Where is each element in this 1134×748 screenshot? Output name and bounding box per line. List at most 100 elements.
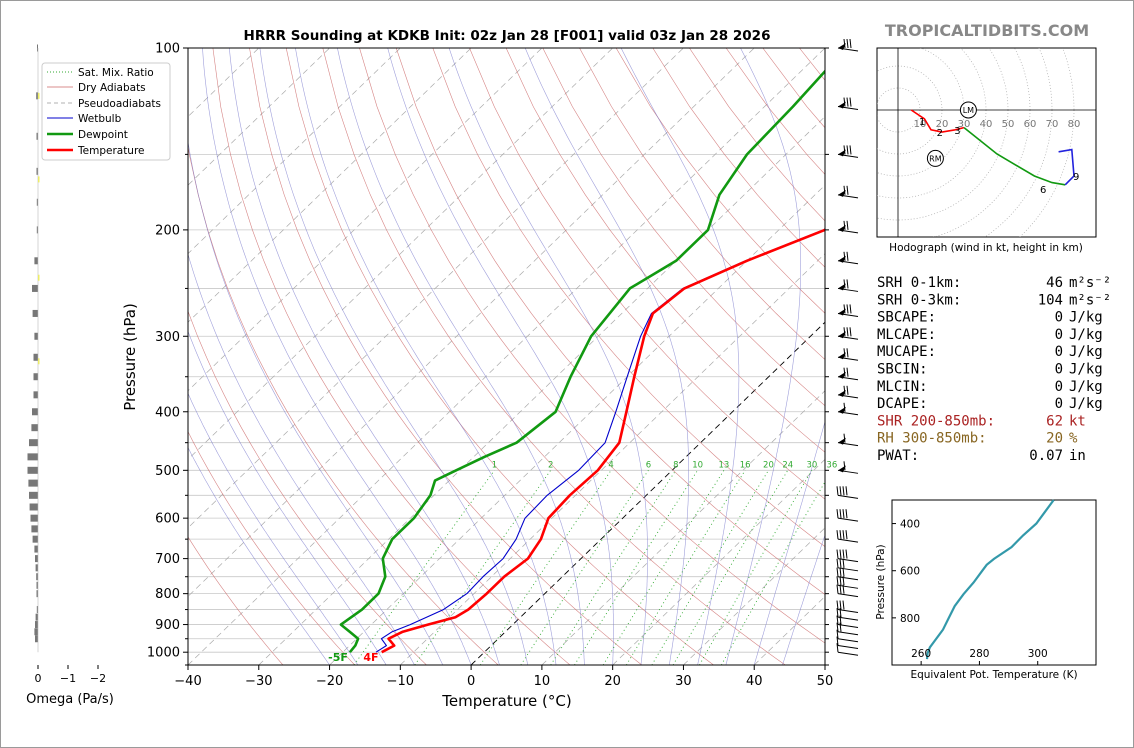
surface-temperature-label: 4F <box>363 651 378 664</box>
omega-bar <box>35 564 38 572</box>
stat-unit: J/kg <box>1069 327 1103 343</box>
wind-barb-feather <box>846 97 849 107</box>
wind-barb-shaft <box>837 651 859 656</box>
stat-unit: m²s⁻² <box>1069 292 1111 308</box>
wind-barb-flag <box>838 437 846 445</box>
wind-barb-feather <box>836 576 839 586</box>
moist-adiabat <box>524 48 689 665</box>
wind-barb-shaft <box>837 576 859 581</box>
omega-bar <box>34 628 38 636</box>
chart-title: HRRR Sounding at KDKB Init: 02z Jan 28 [… <box>244 28 771 44</box>
stat-unit: J/kg <box>1069 396 1103 412</box>
y-tick-label: 100 <box>155 42 180 57</box>
legend-temperature: Temperature <box>77 145 145 157</box>
surface-dewpoint-label: -5F <box>328 651 348 664</box>
theta-e-y-tick-label: 400 <box>900 519 920 531</box>
x-tick-label: 0 <box>467 674 475 689</box>
omega-bar <box>33 373 38 381</box>
omega-bar <box>38 92 40 99</box>
mixing-ratio-label: 36 <box>826 460 837 470</box>
y-tick-label: 400 <box>155 405 180 420</box>
stat-value: 0 <box>1055 344 1063 360</box>
wind-barb-feather <box>846 38 849 49</box>
dry-adiabat <box>322 48 786 665</box>
wind-barbs <box>836 38 859 656</box>
mixing-ratio-label: 20 <box>763 460 774 470</box>
brand-logo-text: TROPICALTIDBITS.COM <box>885 21 1089 40</box>
skewt-ylabel: Pressure (hPa) <box>121 303 139 411</box>
mixing-ratio-label: 2 <box>548 460 553 470</box>
stats-table: SRH 0-1km: 46 m²s⁻² SRH 0-3km: 104 m²s⁻² SBCAP… <box>877 275 1111 464</box>
dry-adiabat <box>359 48 825 644</box>
omega-bar <box>29 503 38 511</box>
wind-barb-feather <box>842 530 845 540</box>
wind-barb-feather <box>836 584 839 594</box>
moist-adiabat <box>188 253 415 665</box>
wind-barb-feather <box>849 145 852 155</box>
wind-barb-flag <box>838 308 846 316</box>
wind-barb-feather <box>836 643 839 653</box>
stat-label: PWAT: <box>877 448 919 464</box>
wind-barb-flag <box>838 224 846 232</box>
moist-adiabat <box>295 48 557 665</box>
moist-adiabat <box>620 48 740 665</box>
legend: Sat. Mix. Ratio Dry Adiabats Pseudoadiab… <box>41 62 171 161</box>
wind-barb-flag <box>838 331 846 339</box>
y-tick-label: 1000 <box>147 646 180 661</box>
wind-barb-feather <box>842 486 845 496</box>
mixing-ratio-line <box>414 470 552 665</box>
x-tick-label: 50 <box>817 674 834 689</box>
stat-label: DCAPE: <box>877 396 928 412</box>
mixing-ratio-line <box>574 470 698 665</box>
theta-e-ylabel: Pressure (hPa) <box>875 544 887 619</box>
omega-bar <box>31 525 38 533</box>
omega-bar <box>30 514 38 522</box>
legend-pseudoadiabats: Pseudoadiabats <box>78 98 161 110</box>
wind-barb-feather <box>843 304 846 314</box>
hodograph-height-label: 6 <box>1040 185 1046 196</box>
omega-bar <box>32 309 38 317</box>
moist-adiabat <box>387 48 614 665</box>
isotherm <box>258 116 825 665</box>
wind-barb-flag <box>838 352 846 360</box>
hodograph-3-6km <box>963 126 1066 186</box>
mixing-ratio-line <box>626 470 746 665</box>
wind-barb-feather <box>836 486 839 496</box>
wind-barb-feather <box>846 220 849 230</box>
moist-adiabat <box>753 420 825 665</box>
stat-label: MUCAPE: <box>877 344 936 360</box>
theta-e-plot: 260 280 300 400 600 800 <box>892 499 1055 665</box>
omega-tick-label: 0 <box>35 672 42 685</box>
dry-adiabat <box>432 48 825 547</box>
theta-e-y-tick-label: 800 <box>900 613 920 625</box>
omega-panel: 0 −1 −2 <box>27 44 106 685</box>
omega-bar <box>29 491 38 499</box>
wind-barb-feather <box>836 567 839 577</box>
moist-adiabat <box>337 48 585 665</box>
y-tick-label: 600 <box>155 512 180 527</box>
y-tick-label: 700 <box>155 552 180 567</box>
wind-barb-flag <box>838 465 846 473</box>
hodograph-6-9km <box>1058 148 1075 186</box>
dry-adiabat <box>395 48 825 595</box>
omega-bar <box>36 590 38 598</box>
skewt-profiles <box>339 69 825 654</box>
hodograph-ring-label: 30 <box>958 119 971 130</box>
omega-bar <box>34 545 38 553</box>
omega-bar <box>36 606 38 614</box>
wind-barb-feather <box>846 145 849 155</box>
omega-bar <box>28 479 38 487</box>
isotherm <box>470 321 825 665</box>
moist-adiabat <box>259 48 528 665</box>
wind-barb-feather <box>836 636 839 646</box>
wind-barb-feather <box>846 185 849 195</box>
mixing-ratio-line <box>699 470 813 665</box>
omega-bar <box>27 453 38 461</box>
omega-bar <box>31 424 38 432</box>
wind-barb-feather <box>843 220 846 230</box>
wind-barb-feather <box>836 600 839 610</box>
wind-barb-feather <box>846 385 849 395</box>
omega-bar <box>35 621 38 629</box>
wind-barb-feather <box>836 530 839 540</box>
